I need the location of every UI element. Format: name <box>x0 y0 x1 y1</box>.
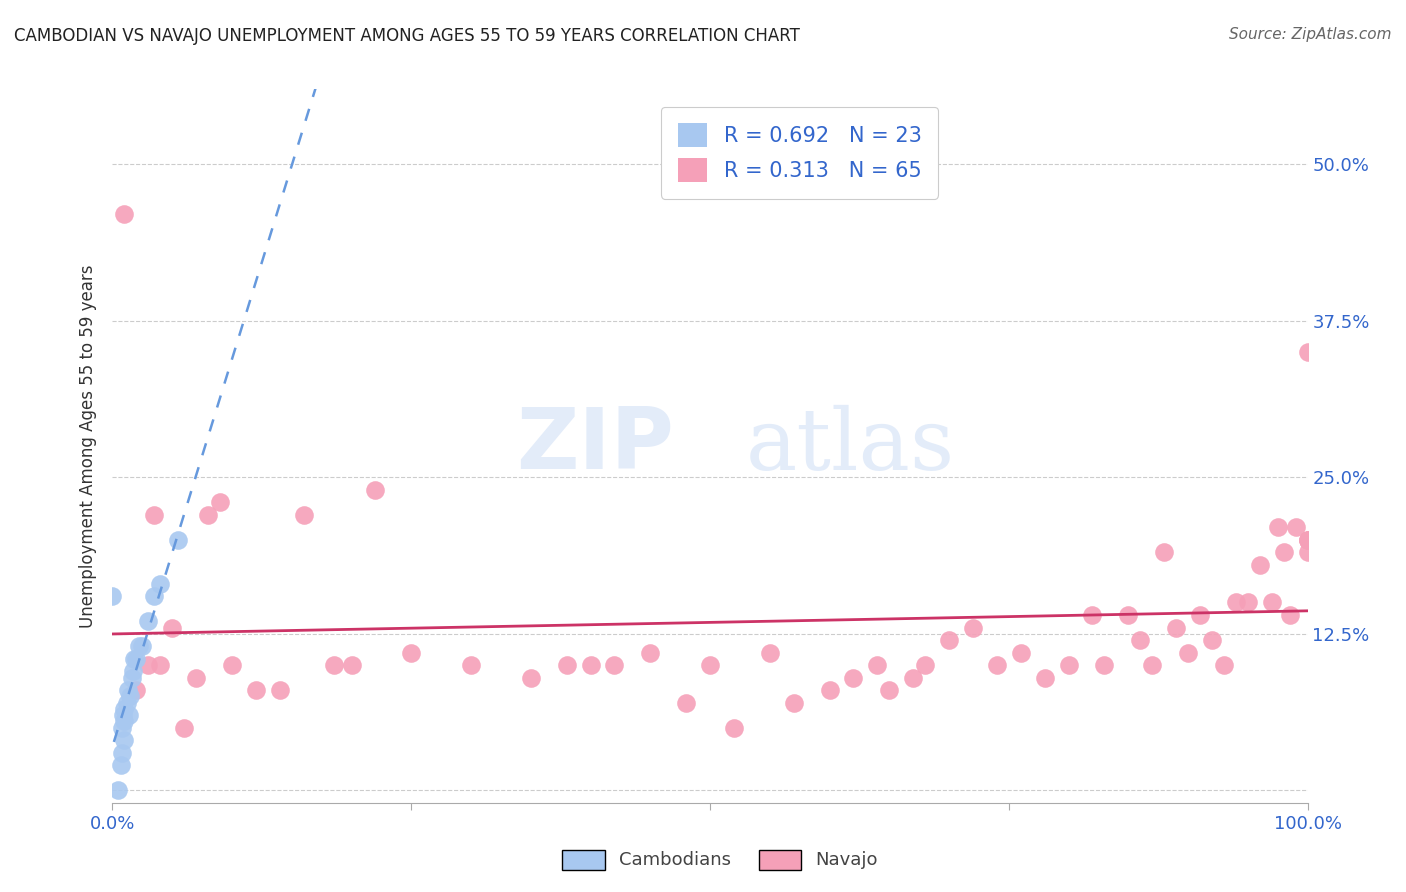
Point <box>1177 646 1199 660</box>
Point <box>401 646 423 660</box>
Point <box>818 683 841 698</box>
Point <box>245 683 267 698</box>
Point <box>879 683 901 698</box>
Point <box>111 746 134 760</box>
Point <box>221 658 243 673</box>
Point <box>1296 545 1319 559</box>
Point <box>986 658 1008 673</box>
Point <box>1237 595 1260 609</box>
Point <box>866 658 889 673</box>
Point <box>364 483 387 497</box>
Text: Cambodians: Cambodians <box>619 851 731 869</box>
Point <box>782 696 804 710</box>
Point <box>1272 545 1295 559</box>
Point <box>209 495 232 509</box>
Point <box>962 621 984 635</box>
Point <box>101 589 124 603</box>
Point <box>143 589 166 603</box>
Point <box>114 207 135 221</box>
Point <box>131 640 153 654</box>
Point <box>197 508 219 522</box>
Point <box>1296 533 1319 547</box>
Point <box>107 783 129 797</box>
Point <box>640 646 662 660</box>
Point <box>1213 658 1236 673</box>
Point <box>1189 607 1212 622</box>
Point <box>173 721 195 735</box>
Point <box>675 696 697 710</box>
Point <box>114 714 135 729</box>
Point <box>1267 520 1289 534</box>
Point <box>1118 607 1140 622</box>
Point <box>292 508 315 522</box>
Point <box>1201 633 1223 648</box>
Y-axis label: Unemployment Among Ages 55 to 59 years: Unemployment Among Ages 55 to 59 years <box>79 264 97 628</box>
Point <box>167 533 190 547</box>
Text: Navajo: Navajo <box>815 851 877 869</box>
Point <box>143 508 166 522</box>
Point <box>269 683 291 698</box>
Point <box>114 733 135 747</box>
Point <box>555 658 578 673</box>
Point <box>122 652 145 666</box>
Point <box>120 690 142 704</box>
Point <box>723 721 745 735</box>
Point <box>579 658 602 673</box>
Point <box>699 658 721 673</box>
Point <box>1081 607 1104 622</box>
Point <box>138 614 160 628</box>
Point <box>520 671 543 685</box>
Text: atlas: atlas <box>747 404 955 488</box>
Point <box>1261 595 1284 609</box>
Point <box>110 758 132 772</box>
Point <box>1296 533 1319 547</box>
Point <box>1010 646 1032 660</box>
Text: Source: ZipAtlas.com: Source: ZipAtlas.com <box>1229 27 1392 42</box>
Point <box>114 702 135 716</box>
Text: ZIP: ZIP <box>516 404 675 488</box>
Point <box>1296 533 1319 547</box>
Legend: R = 0.692   N = 23, R = 0.313   N = 65: R = 0.692 N = 23, R = 0.313 N = 65 <box>661 107 938 199</box>
Point <box>1285 520 1308 534</box>
Point <box>1142 658 1164 673</box>
Point <box>322 658 344 673</box>
Point <box>1225 595 1247 609</box>
Point <box>1094 658 1116 673</box>
Point <box>125 652 148 666</box>
Point <box>759 646 782 660</box>
Point <box>1033 671 1056 685</box>
Point <box>138 658 160 673</box>
Point <box>125 683 148 698</box>
Point <box>121 665 143 679</box>
Point <box>149 658 172 673</box>
Point <box>115 696 138 710</box>
Point <box>340 658 363 673</box>
Point <box>117 683 139 698</box>
Point <box>1249 558 1271 572</box>
Point <box>903 671 925 685</box>
Point <box>112 708 135 723</box>
Point <box>118 708 141 723</box>
Point <box>1278 607 1301 622</box>
Point <box>842 671 865 685</box>
Point <box>1057 658 1080 673</box>
Point <box>149 576 172 591</box>
Point <box>603 658 626 673</box>
Point <box>1129 633 1152 648</box>
Point <box>1153 545 1175 559</box>
Point <box>128 640 150 654</box>
Point <box>938 633 960 648</box>
Text: CAMBODIAN VS NAVAJO UNEMPLOYMENT AMONG AGES 55 TO 59 YEARS CORRELATION CHART: CAMBODIAN VS NAVAJO UNEMPLOYMENT AMONG A… <box>14 27 800 45</box>
Point <box>186 671 208 685</box>
Point <box>914 658 936 673</box>
Point <box>1166 621 1188 635</box>
Point <box>111 721 134 735</box>
Point <box>162 621 183 635</box>
Point <box>460 658 482 673</box>
Point <box>1296 345 1319 359</box>
Point <box>121 671 143 685</box>
